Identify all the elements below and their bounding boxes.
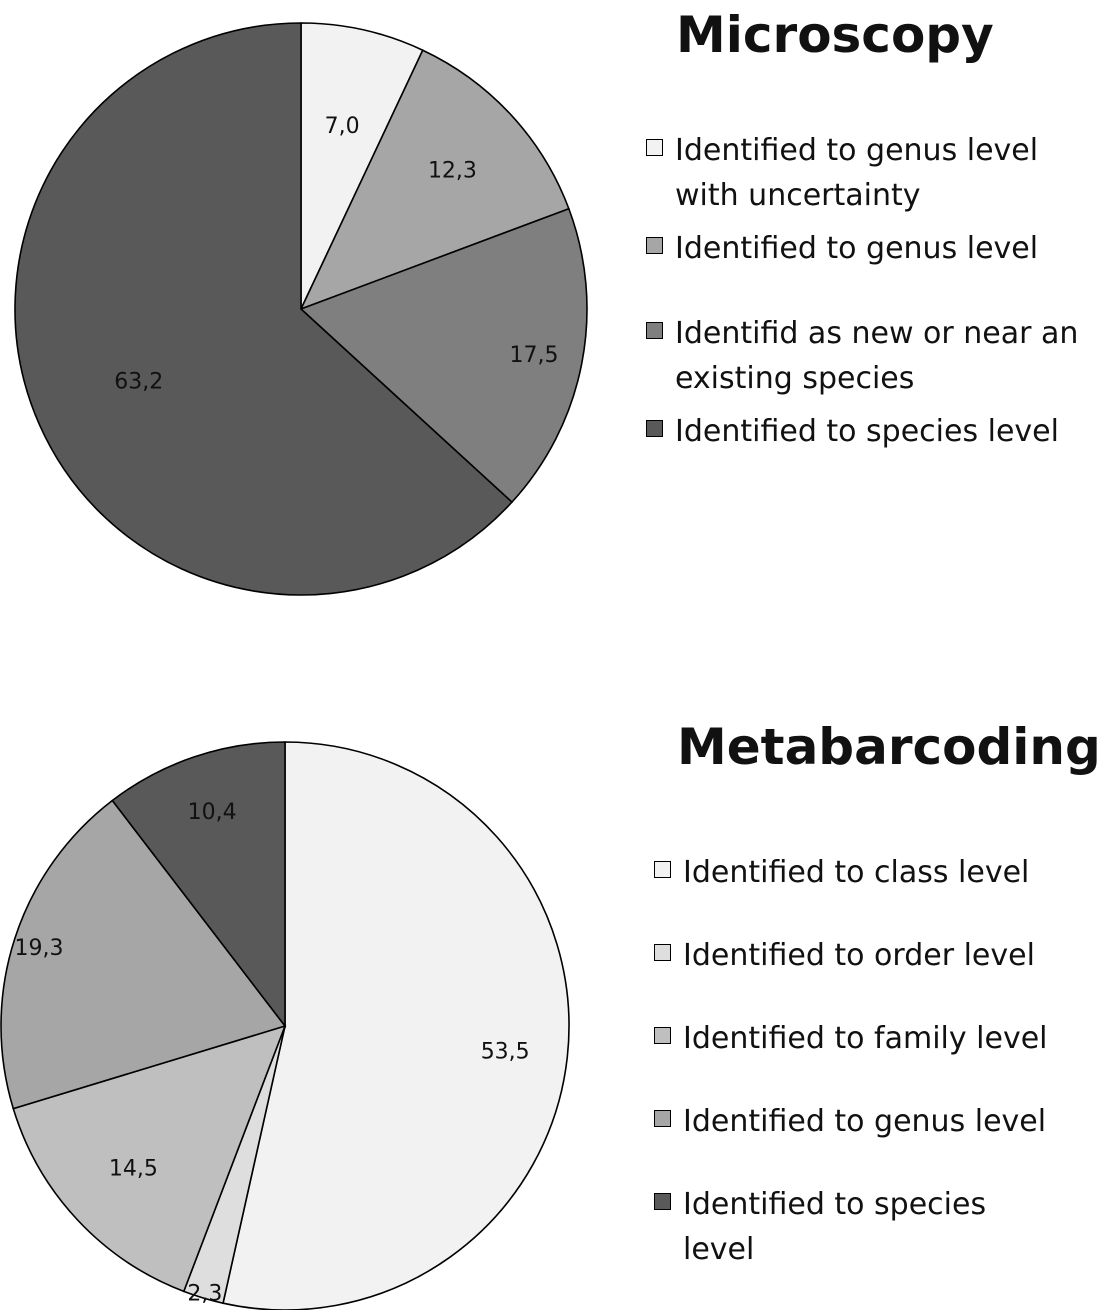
legend-0-swatch-2 — [646, 322, 663, 339]
pie-0-slice-1 — [299, 49, 570, 311]
pie-1-slice-0 — [222, 741, 570, 1310]
pie-0-slice-1-label: 12,3 — [428, 158, 477, 183]
pie-0-slice-2-label: 17,5 — [510, 343, 559, 368]
pie-1-slice-4-label: 10,4 — [188, 800, 237, 825]
metabarcoding-legend: Identified to class level Identified to o… — [654, 850, 1094, 1272]
microscopy-legend: Identified to genus level with uncertain… — [646, 128, 1096, 454]
legend-1-item-3: Identified to genus level — [654, 1099, 1094, 1144]
legend-1-swatch-4 — [654, 1193, 671, 1210]
pie-1-slice-2 — [12, 1024, 287, 1293]
microscopy-title: Microscopy — [676, 6, 994, 64]
legend-1-item-4: Identified to species level — [654, 1182, 1094, 1272]
legend-1-label-2: Identified to family level — [683, 1021, 1048, 1056]
pie-1-slice-3 — [0, 799, 287, 1110]
legend-0-swatch-1 — [646, 237, 663, 254]
legend-1-swatch-2 — [654, 1027, 671, 1044]
pie-0-slice-3 — [14, 22, 514, 596]
pie-1-slice-3-label: 19,3 — [14, 936, 63, 961]
pie-1-slice-4 — [111, 741, 286, 1029]
legend-1-item-2: Identified to family level — [654, 1016, 1094, 1061]
legend-0-label-1: Identified to genus level — [675, 231, 1039, 266]
pie-0-slice-2 — [299, 207, 588, 504]
metabarcoding-title: Metabarcoding — [677, 718, 1101, 776]
legend-1-swatch-0 — [654, 861, 671, 878]
legend-1-label-3: Identified to genus level — [683, 1104, 1047, 1139]
legend-0-item-0: Identified to genus level with uncertain… — [646, 128, 1096, 218]
legend-0-label-3: Identified to species level — [675, 414, 1059, 449]
pie-0-slice-3-label: 63,2 — [114, 369, 163, 394]
legend-0-swatch-0 — [646, 139, 663, 156]
legend-1-swatch-3 — [654, 1110, 671, 1127]
legend-1-item-0: Identified to class level — [654, 850, 1094, 895]
legend-0-label-2: Identifid as new or near an existing spe… — [675, 316, 1079, 396]
pie-0-slice-0 — [300, 22, 424, 310]
legend-1-label-1: Identified to order level — [683, 938, 1035, 973]
legend-0-item-1: Identified to genus level — [646, 226, 1096, 271]
pie-1-slice-1-label: 2,3 — [187, 1282, 222, 1307]
pie-1-slice-2-label: 14,5 — [109, 1156, 158, 1181]
legend-0-swatch-3 — [646, 420, 663, 437]
legend-0-item-3: Identified to species level — [646, 409, 1096, 454]
legend-1-label-0: Identified to class level — [683, 855, 1030, 890]
pie-0-slice-0-label: 7,0 — [325, 114, 360, 139]
pie-1-slice-0-label: 53,5 — [481, 1039, 530, 1064]
legend-1-label-4: Identified to species level — [683, 1187, 987, 1267]
legend-0-item-2: Identifid as new or near an existing spe… — [646, 311, 1096, 401]
legend-1-item-1: Identified to order level — [654, 933, 1094, 978]
legend-1-swatch-1 — [654, 944, 671, 961]
legend-0-label-0: Identified to genus level with uncertain… — [675, 133, 1039, 213]
